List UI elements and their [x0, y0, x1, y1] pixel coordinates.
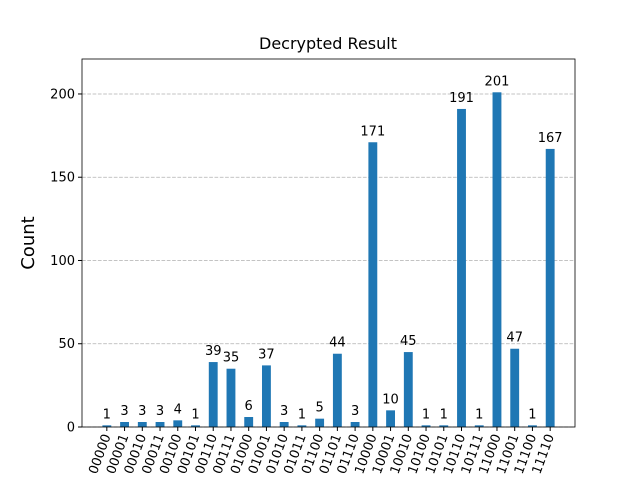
value-label: 3: [138, 404, 146, 419]
bar: [492, 92, 502, 428]
value-label: 44: [329, 336, 346, 351]
value-label: 5: [315, 401, 323, 416]
bar: [226, 368, 236, 427]
value-label: 171: [360, 124, 385, 139]
bar: [279, 422, 289, 427]
value-label: 3: [120, 404, 128, 419]
value-label: 6: [245, 399, 253, 414]
bar: [350, 422, 360, 427]
bar: [457, 108, 466, 428]
bar: [102, 425, 112, 427]
bar: [510, 348, 520, 427]
value-label: 1: [440, 407, 448, 422]
y-tick-label: 200: [50, 87, 75, 102]
bar: [191, 425, 200, 427]
value-label: 3: [156, 404, 164, 419]
value-label: 167: [538, 131, 563, 146]
value-label: 47: [506, 331, 523, 346]
bar: [421, 425, 431, 427]
bar: [545, 148, 555, 427]
bar: [386, 410, 396, 427]
chart-title: Decrypted Result: [259, 34, 397, 53]
value-label: 1: [422, 407, 430, 422]
y-tick-label: 50: [58, 337, 75, 352]
bar: [120, 422, 129, 427]
value-label: 3: [280, 404, 288, 419]
bar: [137, 422, 147, 427]
value-label: 39: [205, 344, 222, 359]
y-tick-label: 0: [67, 421, 75, 436]
bar: [297, 425, 307, 427]
bar: [368, 142, 378, 427]
bar: [244, 417, 254, 427]
value-label: 37: [258, 347, 275, 362]
bar: [315, 418, 325, 427]
y-axis-label: Count: [18, 216, 39, 269]
bar: [403, 352, 413, 427]
value-label: 3: [351, 404, 359, 419]
y-tick-label: 100: [50, 254, 75, 269]
bar: [439, 425, 449, 427]
bar: [528, 425, 537, 427]
value-label: 1: [191, 407, 199, 422]
value-label: 1: [298, 407, 306, 422]
bar: [155, 422, 165, 427]
value-label: 1: [528, 407, 536, 422]
bar: [208, 362, 218, 427]
value-label: 201: [485, 74, 510, 89]
y-tick-label: 150: [50, 171, 75, 186]
bar: [474, 425, 484, 427]
bar: [332, 353, 342, 427]
plot-frame: [81, 58, 576, 428]
value-label: 4: [174, 402, 182, 417]
value-label: 10: [382, 392, 399, 407]
value-label: 1: [475, 407, 483, 422]
value-label: 191: [449, 91, 474, 106]
value-label: 45: [400, 334, 417, 349]
bar: [173, 420, 183, 427]
bar: [261, 365, 271, 427]
value-label: 1: [103, 407, 111, 422]
value-label: 35: [223, 351, 240, 366]
